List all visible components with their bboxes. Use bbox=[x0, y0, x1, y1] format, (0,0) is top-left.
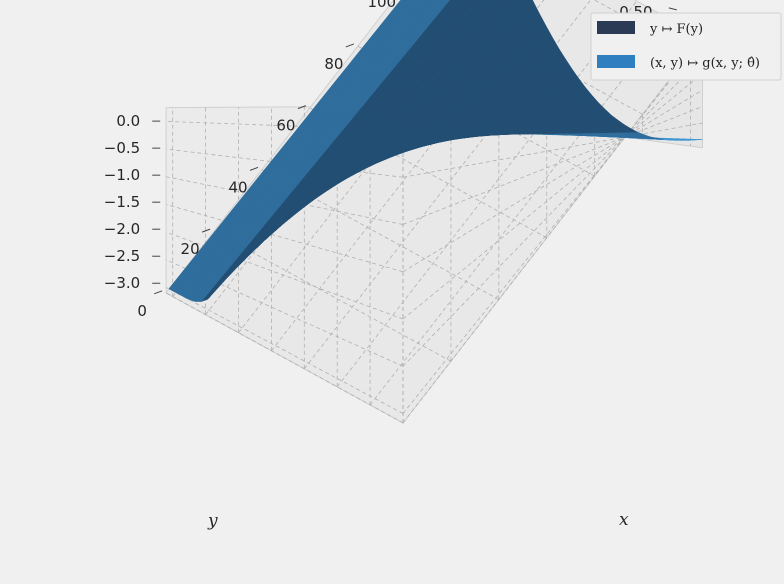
grid-z-ypane bbox=[402, 89, 703, 273]
x-tick-mark bbox=[249, 166, 259, 171]
x-tick-label: 0 bbox=[137, 302, 147, 320]
grid-z-ypane bbox=[402, 56, 703, 367]
legend-box bbox=[590, 12, 782, 81]
x-tick-mark bbox=[201, 228, 211, 233]
legend-swatch-F bbox=[597, 21, 635, 34]
surface-facet bbox=[406, 0, 429, 20]
x-tick-mark bbox=[297, 105, 307, 110]
surface-facet bbox=[450, 0, 477, 24]
surface-facet bbox=[476, 0, 497, 15]
z-tick-label: −1.5 bbox=[104, 193, 140, 211]
legend-label-g: (x, y) ↦ g(x, y; θ̂) bbox=[650, 56, 760, 71]
x-axis-label: x bbox=[619, 510, 629, 530]
y-tick-label: 0.75 bbox=[586, 0, 619, 3]
grid-z-ypane bbox=[402, 73, 703, 320]
z-tick-label: −1.0 bbox=[104, 166, 140, 184]
x-tick-mark bbox=[153, 290, 163, 295]
x-tick-label: 60 bbox=[276, 117, 295, 135]
grid-y-floor bbox=[369, 18, 670, 406]
x-tick-mark bbox=[345, 43, 355, 48]
legend-label-F: y ↦ F(y) bbox=[649, 22, 703, 37]
surface-facet bbox=[507, 0, 534, 19]
surface-facet bbox=[393, 0, 411, 13]
surface-facet bbox=[436, 0, 439, 1]
grid-y-floor bbox=[402, 36, 703, 424]
grid-y-floor bbox=[336, 0, 638, 388]
surface-facet bbox=[482, 0, 509, 25]
y-tick-mark bbox=[668, 7, 677, 11]
surface-facet bbox=[444, 0, 463, 14]
surface-facet bbox=[504, 0, 516, 8]
surface-facet bbox=[412, 0, 439, 24]
x-tick-label: 80 bbox=[324, 55, 343, 73]
grid-z-xpane bbox=[165, 287, 404, 414]
z-tick-label: −0.5 bbox=[104, 139, 140, 157]
grid-z-ypane bbox=[402, 40, 703, 414]
legend-swatch-g bbox=[597, 55, 635, 68]
z-tick-label: −2.5 bbox=[104, 247, 140, 265]
y-axis-label: y bbox=[207, 511, 218, 531]
surface-facet bbox=[474, 0, 480, 4]
x-tick-label: 20 bbox=[181, 240, 200, 258]
z-tick-label: 0.0 bbox=[116, 112, 140, 130]
z-tick-label: −3.0 bbox=[104, 274, 140, 292]
grid-z-ypane bbox=[402, 122, 703, 178]
surface-facet bbox=[399, 0, 420, 17]
surface-mesh bbox=[168, 0, 703, 303]
surface-facet bbox=[437, 0, 451, 7]
legend: y ↦ F(y) (x, y) ↦ g(x, y; θ̂) bbox=[590, 12, 782, 81]
x-tick-label: 100 bbox=[367, 0, 396, 11]
grid-z-xpane bbox=[165, 259, 404, 367]
x-tick-label: 40 bbox=[228, 178, 247, 196]
z-tick-label: −2.0 bbox=[104, 220, 140, 238]
grid-z-ypane bbox=[402, 106, 703, 225]
